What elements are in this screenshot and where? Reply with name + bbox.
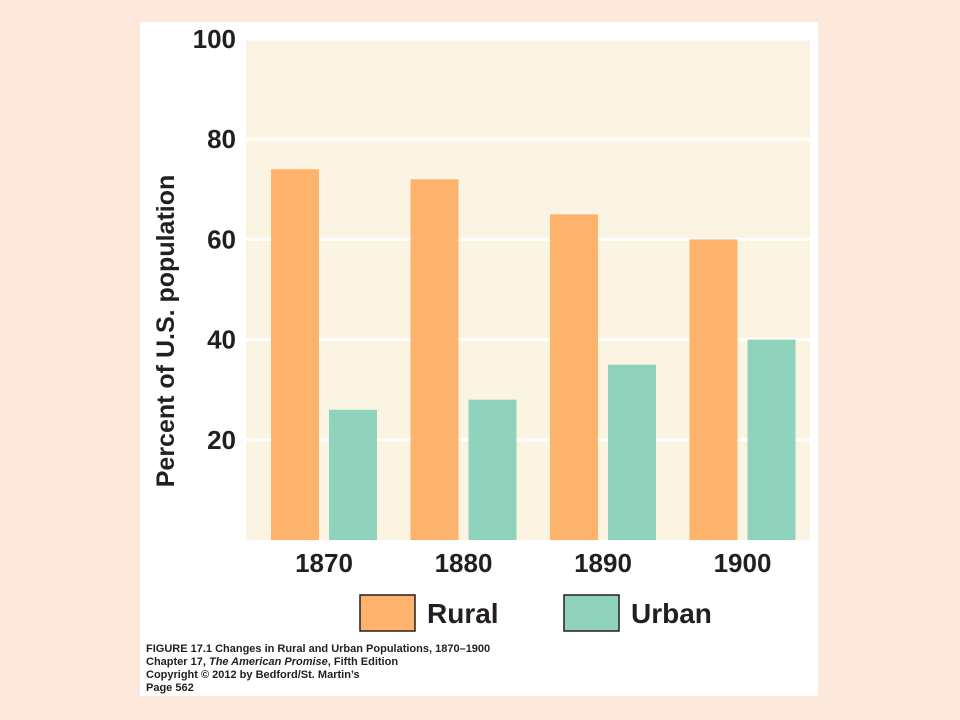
legend-label-urban: Urban — [631, 598, 712, 629]
legend-label-rural: Rural — [427, 598, 499, 629]
bars — [271, 169, 796, 540]
bar-rural-1890 — [550, 214, 598, 540]
legend: Rural Urban — [359, 594, 712, 632]
caption-chapter-suffix: , Fifth Edition — [327, 656, 399, 668]
caption-book-title: The American Promise — [208, 656, 328, 668]
figure-card: 20 40 60 80 100 1870 1880 1890 1900 Percent of … — [140, 22, 818, 696]
bar-rural-1870 — [271, 169, 319, 540]
y-tick-label: 20 — [207, 425, 236, 455]
legend-swatch-rural — [359, 594, 416, 632]
caption-chapter-prefix: Chapter 17, — [146, 656, 209, 668]
bar-rural-1880 — [410, 179, 459, 540]
caption-page: Page 562 — [146, 682, 194, 694]
caption-figure-title: FIGURE 17.1 Changes in Rural and Urban P… — [146, 643, 491, 655]
y-axis-ticks: 20 40 60 80 100 — [193, 24, 236, 455]
x-tick-label-1870: 1870 — [295, 548, 353, 578]
y-tick-label: 100 — [193, 24, 236, 54]
y-tick-label: 40 — [207, 325, 236, 355]
x-tick-label-1900: 1900 — [714, 548, 772, 578]
legend-swatch-urban — [563, 594, 620, 632]
x-tick-label-1890: 1890 — [574, 548, 632, 578]
y-tick-label: 60 — [207, 224, 236, 254]
bar-urban-1870 — [329, 409, 377, 540]
bar-urban-1880 — [468, 399, 517, 540]
caption-chapter: Chapter 17, The American Promise, Fifth … — [146, 656, 490, 669]
caption-copyright: Copyright © 2012 by Bedford/St. Martin’s — [146, 669, 360, 681]
x-tick-label-1880: 1880 — [435, 548, 493, 578]
bar-chart: 20 40 60 80 100 1870 1880 1890 1900 Percent of … — [152, 24, 810, 632]
x-axis-ticks: 1870 1880 1890 1900 — [295, 548, 771, 578]
bar-urban-1900 — [747, 339, 796, 540]
bar-rural-1900 — [689, 239, 738, 540]
figure-caption: FIGURE 17.1 Changes in Rural and Urban P… — [146, 643, 490, 695]
y-tick-label: 80 — [207, 124, 236, 154]
y-axis-label: Percent of U.S. population — [152, 175, 180, 488]
bar-urban-1890 — [608, 364, 656, 540]
